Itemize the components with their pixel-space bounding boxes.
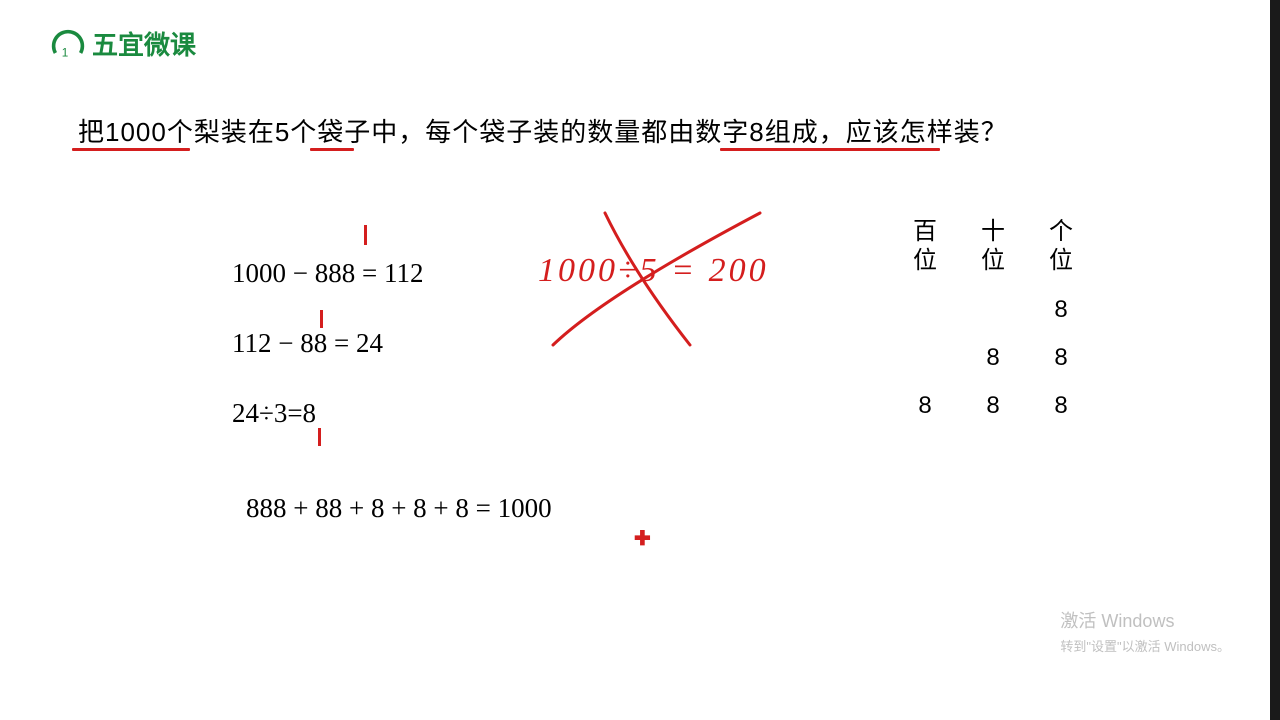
table-row: 8 8 <box>910 344 1076 372</box>
col-header-tens: 十位 <box>978 218 1008 276</box>
logo-text: 五宜微课 <box>92 25 196 62</box>
question-text: 把1000个梨装在5个袋子中，每个袋子装的数量都由数字8组成，应该怎样装？ <box>78 112 1008 149</box>
annotation-underline <box>72 148 190 151</box>
annotation-underline <box>310 148 354 151</box>
windows-activation-watermark: 激活 Windows 转到"设置"以激活 Windows。 <box>1060 607 1230 655</box>
math-equation-4: 888 + 88 + 8 + 8 + 8 = 1000 <box>246 493 552 524</box>
table-row: 8 <box>910 296 1076 324</box>
annotation-underline <box>720 148 940 151</box>
math-equation-1: 1000 − 888 = 112 <box>232 258 423 289</box>
table-row: 8 8 8 <box>910 392 1076 420</box>
logo-arc-icon: 1 <box>50 26 86 62</box>
table-header: 百位 十位 个位 <box>910 218 1076 276</box>
annotation-tick <box>364 225 367 245</box>
watermark-title: 激活 Windows <box>1060 607 1230 633</box>
svg-text:1: 1 <box>62 46 69 59</box>
annotation-tick <box>320 310 323 328</box>
brand-logo: 1 五宜微课 <box>50 25 196 62</box>
cross-out-icon <box>545 205 775 355</box>
col-header-hundreds: 百位 <box>910 218 940 276</box>
cursor-marker-icon: ✚ <box>634 526 651 551</box>
place-value-table: 百位 十位 个位 8 8 8 8 8 8 <box>910 218 1076 420</box>
right-border-bar <box>1270 0 1280 720</box>
math-equation-2: 112 − 88 = 24 <box>232 328 383 359</box>
math-equation-3: 24÷3=8 <box>232 398 316 429</box>
col-header-ones: 个位 <box>1046 218 1076 276</box>
annotation-tick <box>318 428 321 446</box>
watermark-subtitle: 转到"设置"以激活 Windows。 <box>1060 636 1230 655</box>
